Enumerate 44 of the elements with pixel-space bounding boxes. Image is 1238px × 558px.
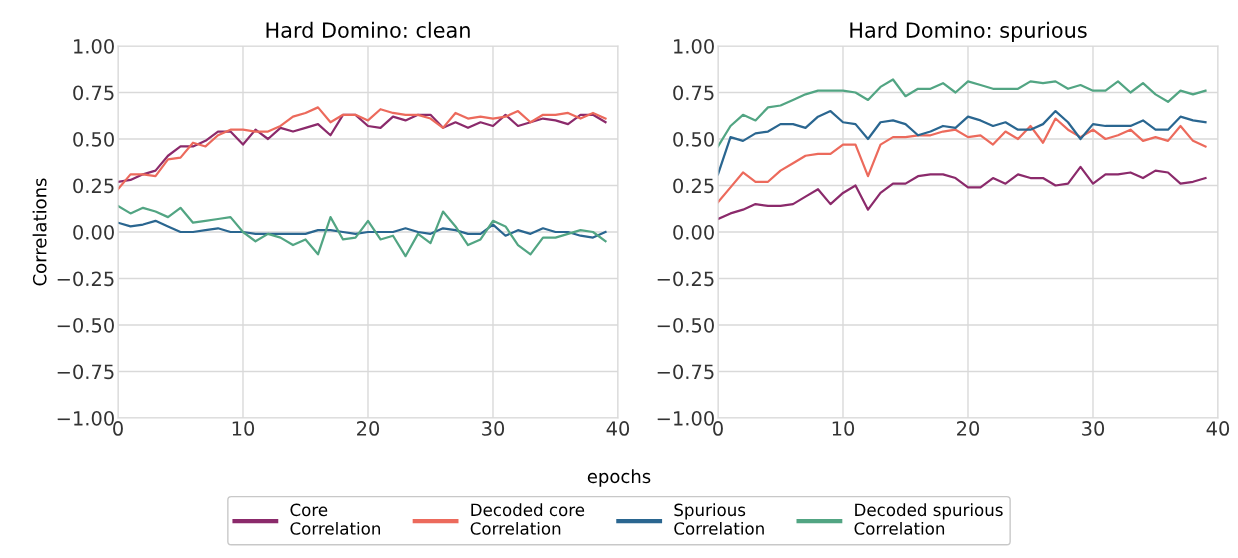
line-series: [718, 117, 1207, 204]
y-tick-label: 0.25: [673, 178, 714, 194]
y-tick-label: 0.75: [73, 85, 114, 101]
y-tick-label: −0.75: [57, 364, 114, 380]
y-tick-label: 0.00: [73, 224, 114, 240]
x-tick-label: 10: [232, 421, 255, 436]
legend-label: Decoded core Correlation: [470, 503, 585, 535]
line-series: [118, 219, 607, 239]
y-tick-label: 0.75: [673, 85, 714, 101]
y-tick-label: −0.25: [657, 271, 714, 287]
y-tick-label: 0.50: [673, 131, 714, 147]
x-tick-label: 20: [957, 421, 980, 436]
x-tick-label: 0: [113, 421, 123, 436]
chart-title: Hard Domino: clean: [266, 21, 470, 38]
line-series: [118, 113, 607, 183]
line-series: [718, 109, 1207, 176]
x-tick-label: 40: [606, 421, 630, 436]
legend-label: Decoded spurious Correlation: [854, 503, 1003, 535]
y-tick-label: 1.00: [74, 38, 114, 54]
x-tick-label: 30: [1082, 421, 1105, 436]
legend-label: Core Correlation: [290, 503, 380, 535]
y-tick-label: −0.50: [57, 317, 114, 333]
x-tick-label: 20: [357, 421, 380, 436]
x-tick-label: 40: [1206, 421, 1230, 436]
y-tick-label: −1.00: [57, 410, 114, 426]
y-tick-label: 1.00: [674, 38, 714, 54]
line-series: [118, 106, 607, 191]
y-tick-label: −0.75: [657, 364, 714, 380]
line-series: [718, 165, 1207, 221]
y-tick-label: −1.00: [657, 410, 714, 426]
legend-label: Spurious Correlation: [674, 503, 764, 535]
chart-title: Hard Domino: spurious: [850, 21, 1087, 42]
x-tick-label: 10: [832, 421, 855, 436]
x-tick-label: 30: [482, 421, 505, 436]
x-axis-title: epochs: [587, 469, 651, 487]
y-axis-title: Correlations: [32, 178, 47, 286]
line-series: [718, 78, 1207, 148]
y-tick-label: 0.50: [73, 131, 114, 147]
y-tick-label: 0.25: [73, 178, 114, 194]
y-tick-label: −0.50: [657, 317, 714, 333]
x-tick-label: 0: [713, 421, 723, 436]
line-series: [118, 204, 607, 258]
y-tick-label: 0.00: [673, 224, 714, 240]
y-tick-label: −0.25: [57, 271, 114, 287]
